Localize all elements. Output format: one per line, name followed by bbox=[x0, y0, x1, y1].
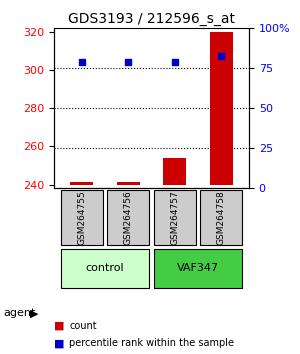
Text: agent: agent bbox=[3, 308, 35, 318]
Title: GDS3193 / 212596_s_at: GDS3193 / 212596_s_at bbox=[68, 12, 235, 26]
FancyBboxPatch shape bbox=[61, 249, 149, 288]
FancyBboxPatch shape bbox=[154, 190, 196, 245]
Text: GSM264756: GSM264756 bbox=[124, 190, 133, 245]
Text: GSM264757: GSM264757 bbox=[170, 190, 179, 245]
Text: count: count bbox=[69, 321, 97, 331]
Point bbox=[80, 59, 84, 65]
FancyBboxPatch shape bbox=[61, 190, 103, 245]
Bar bbox=[117, 182, 140, 184]
FancyBboxPatch shape bbox=[154, 249, 242, 288]
Text: ■: ■ bbox=[54, 338, 64, 348]
Text: control: control bbox=[86, 263, 124, 273]
Bar bbox=[70, 182, 94, 184]
Text: GSM264755: GSM264755 bbox=[77, 190, 86, 245]
Text: GSM264758: GSM264758 bbox=[217, 190, 226, 245]
Text: ▶: ▶ bbox=[30, 308, 38, 318]
Bar bbox=[163, 158, 186, 184]
Text: ■: ■ bbox=[54, 321, 64, 331]
Point bbox=[219, 53, 224, 58]
Bar bbox=[209, 32, 233, 184]
Point bbox=[126, 59, 131, 65]
Text: VAF347: VAF347 bbox=[177, 263, 219, 273]
FancyBboxPatch shape bbox=[107, 190, 149, 245]
Text: percentile rank within the sample: percentile rank within the sample bbox=[69, 338, 234, 348]
FancyBboxPatch shape bbox=[200, 190, 242, 245]
Point bbox=[172, 59, 177, 65]
